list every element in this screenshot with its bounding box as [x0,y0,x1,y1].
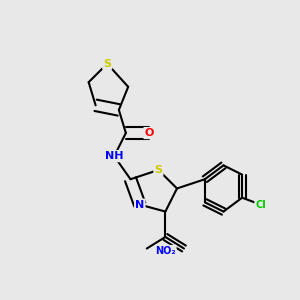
Text: N: N [135,200,144,210]
Text: NH: NH [105,151,124,161]
Text: NO₂: NO₂ [155,246,176,256]
Text: S: S [154,165,162,175]
Text: Cl: Cl [255,200,266,210]
Text: S: S [103,59,111,69]
Text: O: O [144,128,154,138]
